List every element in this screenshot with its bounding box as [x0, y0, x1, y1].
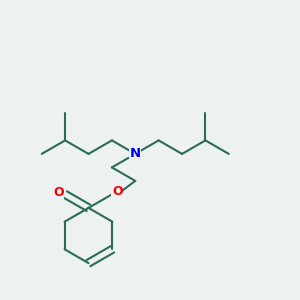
Text: O: O — [53, 186, 64, 200]
Text: N: N — [130, 147, 141, 161]
Text: O: O — [112, 185, 123, 198]
